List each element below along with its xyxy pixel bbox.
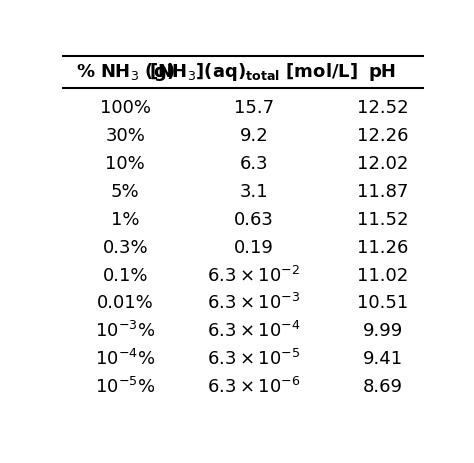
Text: $6.3 \times 10^{-6}$: $6.3 \times 10^{-6}$ — [207, 377, 301, 397]
Text: 12.26: 12.26 — [357, 127, 408, 145]
Text: 8.69: 8.69 — [363, 378, 402, 396]
Text: 3.1: 3.1 — [240, 183, 268, 201]
Text: [NH$_3$](aq)$_{\mathregular{total}}$ [mol/L]: [NH$_3$](aq)$_{\mathregular{total}}$ [mo… — [149, 61, 358, 83]
Text: 5%: 5% — [111, 183, 140, 201]
Text: $10^{-3}$%: $10^{-3}$% — [95, 321, 155, 341]
Text: $6.3 \times 10^{-4}$: $6.3 \times 10^{-4}$ — [207, 321, 301, 341]
Text: 11.52: 11.52 — [357, 211, 408, 229]
Text: 11.02: 11.02 — [357, 267, 408, 285]
Text: 12.02: 12.02 — [357, 155, 408, 173]
Text: 0.19: 0.19 — [234, 239, 274, 257]
Text: 11.26: 11.26 — [357, 239, 408, 257]
Text: $10^{-4}$%: $10^{-4}$% — [95, 349, 155, 369]
Text: $10^{-5}$%: $10^{-5}$% — [95, 377, 155, 397]
Text: 9.2: 9.2 — [239, 127, 268, 145]
Text: pH: pH — [369, 63, 396, 81]
Text: 100%: 100% — [100, 100, 151, 118]
Text: 0.63: 0.63 — [234, 211, 274, 229]
Text: $6.3 \times 10^{-2}$: $6.3 \times 10^{-2}$ — [208, 266, 301, 286]
Text: $6.3 \times 10^{-5}$: $6.3 \times 10^{-5}$ — [207, 349, 301, 369]
Text: 1%: 1% — [111, 211, 140, 229]
Text: 0.3%: 0.3% — [102, 239, 148, 257]
Text: 12.52: 12.52 — [357, 100, 408, 118]
Text: 15.7: 15.7 — [234, 100, 274, 118]
Text: 9.41: 9.41 — [363, 350, 402, 368]
Text: $6.3 \times 10^{-3}$: $6.3 \times 10^{-3}$ — [207, 294, 301, 313]
Text: 10%: 10% — [106, 155, 145, 173]
Text: 0.1%: 0.1% — [103, 267, 148, 285]
Text: 11.87: 11.87 — [357, 183, 408, 201]
Text: 0.01%: 0.01% — [97, 294, 154, 313]
Text: % NH$_3$ (g): % NH$_3$ (g) — [76, 61, 175, 83]
Text: 30%: 30% — [105, 127, 146, 145]
Text: 6.3: 6.3 — [240, 155, 268, 173]
Text: 10.51: 10.51 — [357, 294, 408, 313]
Text: 9.99: 9.99 — [363, 322, 402, 340]
